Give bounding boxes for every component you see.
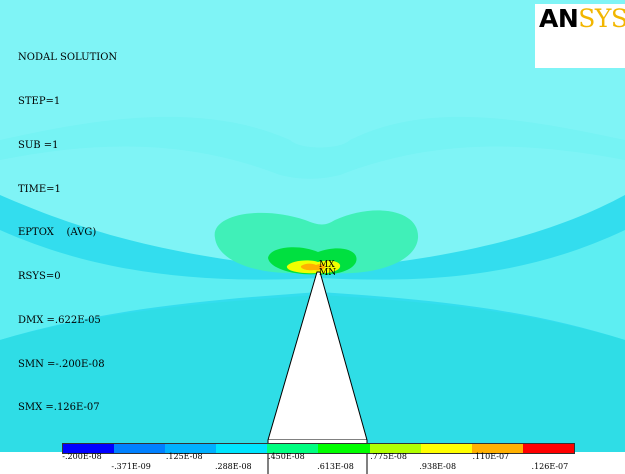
info-line-dmx: DMX =.622E-05 — [18, 314, 101, 326]
ansys-logo: ANSYS — [539, 4, 625, 33]
legend-color-cell — [216, 444, 268, 453]
legend-color-cell — [165, 444, 217, 453]
logo-an: AN — [539, 4, 579, 33]
info-line-step: STEP=1 — [18, 95, 61, 107]
legend-tick-bottom: .126E-07 — [531, 462, 569, 471]
legend-color-cell — [63, 444, 115, 453]
info-line-rsys: RSYS=0 — [18, 271, 61, 283]
info-line-smx: SMX =.126E-07 — [18, 402, 100, 414]
info-line-time: TIME=1 — [18, 183, 61, 195]
legend-tick-top: .125E-08 — [165, 452, 203, 461]
contour-green-light — [214, 210, 419, 274]
contour-legend-bar — [62, 443, 575, 454]
legend-color-cell — [267, 444, 319, 453]
min-marker-label: MN — [319, 268, 337, 278]
field-upper-light — [0, 0, 625, 270]
legend-color-cell — [471, 444, 523, 453]
info-line-sub: SUB =1 — [18, 139, 59, 151]
contour-orange — [300, 263, 326, 271]
legend-tick-top: .110E-07 — [472, 452, 510, 461]
info-line-title: NODAL SOLUTION — [18, 52, 118, 64]
legend-tick-bottom: .938E-08 — [419, 462, 457, 471]
info-line-smn: SMN =-.200E-08 — [18, 358, 105, 370]
nodal-solution-info: NODAL SOLUTION STEP=1 SUB =1 TIME=1 EPTO… — [18, 22, 117, 431]
legend-tick-bottom: .288E-08 — [214, 462, 252, 471]
info-line-result: EPTOX (AVG) — [18, 227, 97, 239]
logo-sys: SYS — [578, 4, 625, 33]
legend-tick-top: .775E-08 — [370, 452, 407, 461]
legend-color-cell — [369, 444, 421, 453]
field-v-top — [0, 116, 625, 179]
legend-tick-top: .450E-08 — [268, 452, 305, 461]
legend-color-cell — [114, 444, 166, 453]
legend-color-cell — [522, 444, 574, 453]
ansys-logo-box: ANSYS — [535, 4, 625, 68]
max-marker-label: MX — [319, 260, 335, 270]
legend-tick-bottom: .613E-08 — [317, 462, 354, 471]
legend-backdrop — [0, 452, 625, 474]
field-v-band — [0, 230, 625, 340]
legend-color-cell — [318, 444, 370, 453]
legend-color-cell — [420, 444, 472, 453]
legend-tick-top: -.200E-08 — [62, 452, 102, 461]
legend-tick-bottom: -.371E-09 — [111, 462, 151, 471]
